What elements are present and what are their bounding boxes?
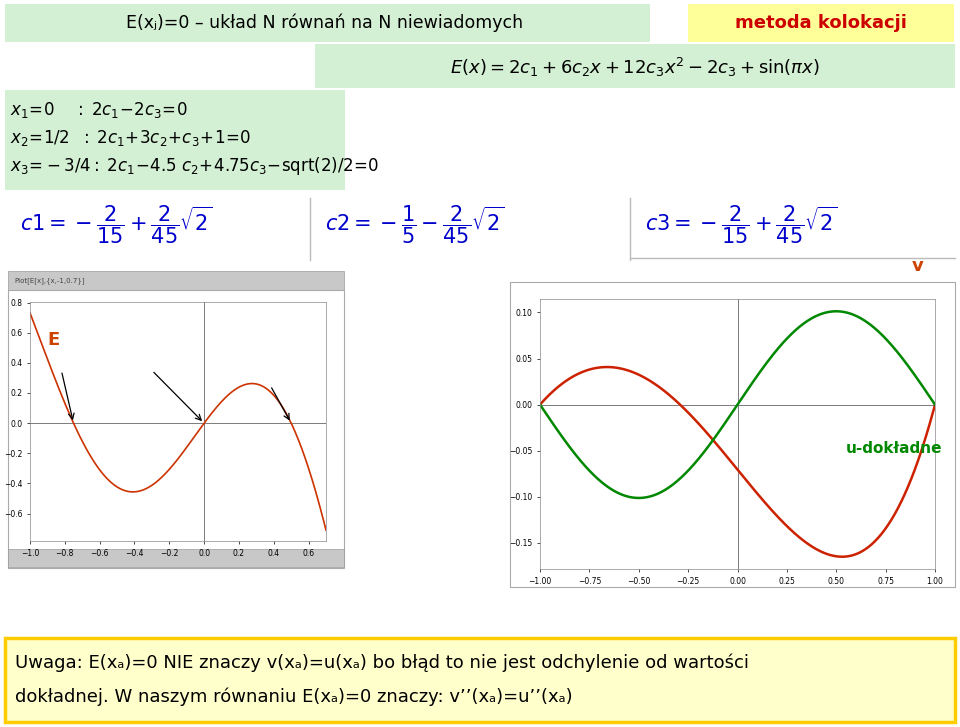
Text: dokładnej. W naszym równaniu E(xₐ)=0 znaczy: v’’(xₐ)=u’’(xₐ): dokładnej. W naszym równaniu E(xₐ)=0 zna…: [15, 688, 572, 706]
Bar: [5, 90, 345, 190]
Text: $x_1\!=\!0\quad\;:\; 2c_1\!-\!2c_3\!=\!0$: $x_1\!=\!0\quad\;:\; 2c_1\!-\!2c_3\!=\!0…: [10, 100, 188, 120]
Text: Plot[E[x],{x,-1,0.7}]: Plot[E[x],{x,-1,0.7}]: [14, 278, 84, 284]
Bar: [315, 44, 955, 88]
Text: u-dokładne: u-dokładne: [846, 441, 943, 456]
Text: $x_3\!=\!-3/4:\; 2c_1\!-\!4.5\ c_2\!+\!4.75c_3\!-\!\mathrm{sqrt}(2)/2\!=\!0$: $x_3\!=\!-3/4:\; 2c_1\!-\!4.5\ c_2\!+\!4…: [10, 155, 379, 177]
Text: $x_2\!=\!1/2\ \ :\; 2c_1\!+\!3c_2\!+\!c_3\!+\!1\!=\!0$: $x_2\!=\!1/2\ \ :\; 2c_1\!+\!3c_2\!+\!c_…: [10, 128, 252, 148]
Bar: [688, 4, 954, 42]
Bar: [5, 638, 955, 722]
Text: $c2 = -\dfrac{1}{5} - \dfrac{2}{45}\sqrt{2}$: $c2 = -\dfrac{1}{5} - \dfrac{2}{45}\sqrt…: [325, 204, 505, 246]
Text: v: v: [911, 257, 924, 275]
Bar: [5, 4, 650, 42]
Text: metoda kolokacji: metoda kolokacji: [735, 14, 907, 32]
Text: $c3 = -\dfrac{2}{15} + \dfrac{2}{45}\sqrt{2}$: $c3 = -\dfrac{2}{15} + \dfrac{2}{45}\sqr…: [645, 204, 838, 246]
Bar: [8, 549, 344, 567]
Text: $E(x) = 2c_1 + 6c_2 x + 12c_3 x^2 - 2c_3 + \sin(\pi x)$: $E(x) = 2c_1 + 6c_2 x + 12c_3 x^2 - 2c_3…: [450, 55, 820, 79]
Text: Uwaga: E(xₐ)=0 NIE znaczy v(xₐ)=u(xₐ) bo błąd to nie jest odchylenie od wartości: Uwaga: E(xₐ)=0 NIE znaczy v(xₐ)=u(xₐ) bo…: [15, 654, 749, 672]
Bar: [8, 271, 344, 290]
Bar: [510, 282, 955, 587]
Text: E(xⱼ)=0 – układ N równań na N niewiadomych: E(xⱼ)=0 – układ N równań na N niewiadomy…: [127, 14, 523, 32]
Text: E: E: [47, 332, 60, 349]
Bar: [8, 290, 344, 568]
Text: $c1 = -\dfrac{2}{15} + \dfrac{2}{45}\sqrt{2}$: $c1 = -\dfrac{2}{15} + \dfrac{2}{45}\sqr…: [20, 204, 213, 246]
